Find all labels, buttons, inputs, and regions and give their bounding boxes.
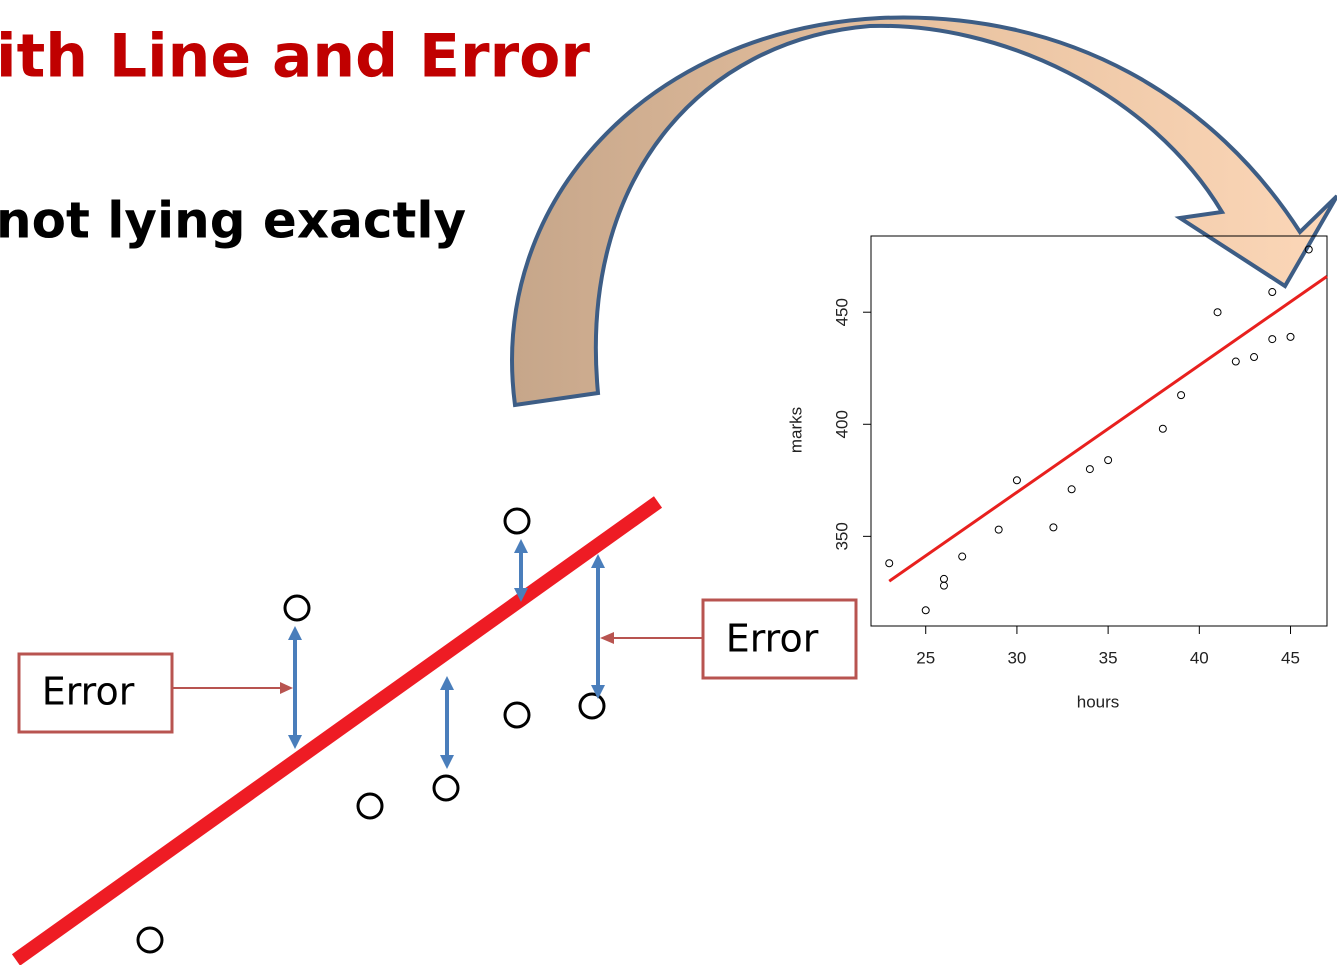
slide-title: ith Line and Error: [0, 22, 590, 92]
curved-arrow: [510, 15, 1337, 408]
scatter-plot: hours marks 25 30 35 40 45 350 400 450: [786, 235, 1328, 711]
illustration-point: [356, 792, 384, 820]
error-label: Error: [726, 617, 819, 661]
x-tick-label: 25: [916, 648, 935, 667]
illustration-point: [503, 701, 531, 729]
data-point: [1268, 288, 1277, 297]
plot-frame: [870, 235, 1328, 627]
illustration-point: [136, 926, 164, 954]
callout-head: [280, 682, 293, 694]
illustration: Error Error: [11, 496, 858, 965]
y-axis-label: marks: [786, 407, 805, 453]
x-axis-label: hours: [1077, 692, 1120, 711]
data-point: [1085, 465, 1094, 474]
data-point: [1012, 476, 1021, 485]
illustration-point: [432, 774, 460, 802]
data-point: [1158, 424, 1167, 433]
illustration-point: [578, 692, 606, 720]
data-point: [1104, 456, 1113, 465]
x-tick-label: 30: [1007, 648, 1026, 667]
data-point: [1250, 353, 1259, 362]
x-tick-label: 45: [1281, 648, 1300, 667]
fit-line: [888, 275, 1328, 583]
data-point: [1177, 391, 1186, 400]
data-point: [1049, 523, 1058, 532]
data-point: [1304, 245, 1313, 254]
error-arrow-head: [514, 539, 528, 602]
y-tick-label: 400: [832, 410, 851, 438]
data-point: [939, 581, 948, 590]
data-point: [885, 559, 894, 568]
data-point: [1067, 485, 1076, 494]
error-arrow-head: [288, 626, 302, 749]
data-point: [1231, 357, 1240, 366]
y-tick-label: 450: [832, 298, 851, 326]
y-tick-label: 350: [832, 522, 851, 550]
data-point: [1213, 308, 1222, 317]
illustration-point: [503, 507, 531, 535]
data-point: [921, 606, 930, 615]
data-point: [939, 574, 948, 583]
data-point: [1268, 335, 1277, 344]
data-point: [958, 552, 967, 561]
x-tick-label: 40: [1190, 648, 1209, 667]
callout-head: [600, 632, 614, 644]
error-label: Error: [42, 670, 135, 714]
error-box: [701, 598, 858, 680]
x-tick-label: 35: [1099, 648, 1118, 667]
error-box: [17, 652, 174, 734]
illustration-point: [283, 594, 311, 622]
data-point: [1286, 332, 1295, 341]
slide-text: not lying exactly: [0, 192, 466, 250]
data-point: [994, 525, 1003, 534]
illustration-line: [11, 496, 663, 965]
